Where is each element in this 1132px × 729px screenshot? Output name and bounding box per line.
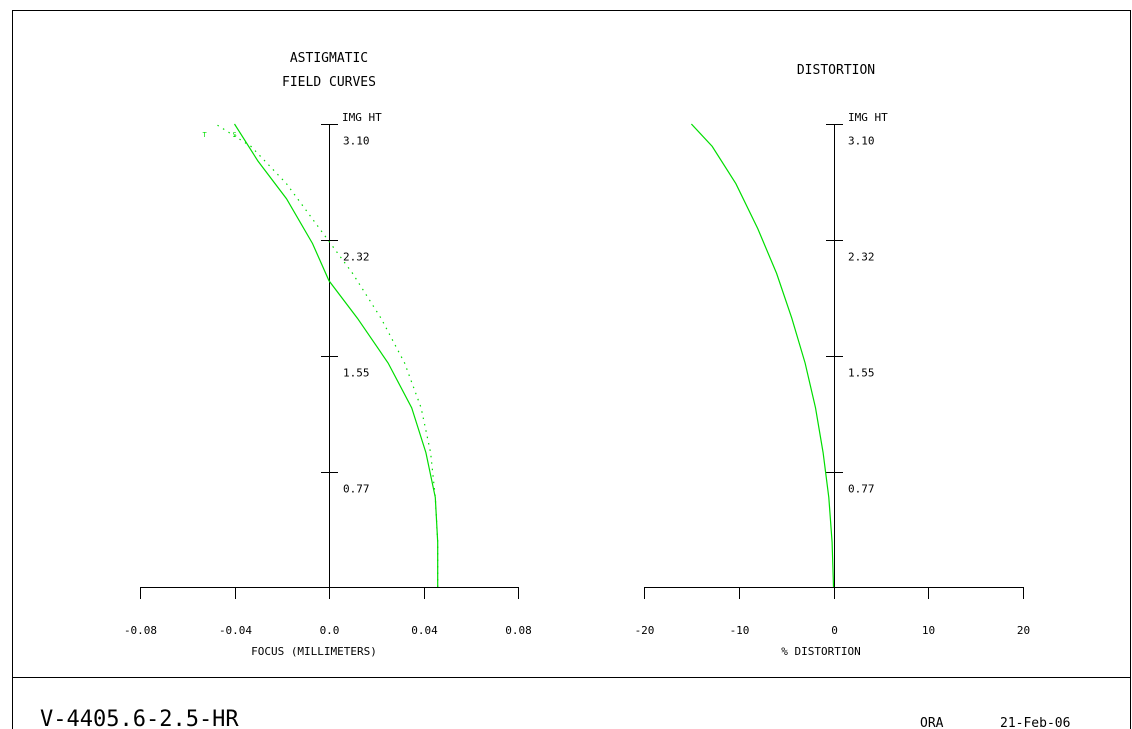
x-tick-label: -20	[635, 624, 655, 637]
curve-label-s: S	[233, 131, 237, 139]
report-date: 21-Feb-06	[1000, 716, 1070, 729]
y-tick-label: 1.55	[343, 367, 370, 380]
x-tick-label: -0.04	[219, 624, 252, 637]
x-tick-label: 10	[922, 624, 935, 637]
y-axis-label: IMG HT	[342, 111, 382, 124]
design-name: V-4405.6-2.5-HR	[40, 707, 239, 729]
y-tick-label: 3.10	[343, 135, 370, 148]
curve-label-t: T	[203, 131, 208, 139]
y-axis-label: IMG HT	[848, 111, 888, 124]
y-tick-label: 3.10	[848, 135, 875, 148]
x-tick-label: -10	[730, 624, 750, 637]
chart-title-line-2: FIELD CURVES	[282, 75, 376, 90]
x-tick-label: 0.08	[505, 624, 532, 637]
chart-title-line-1: ASTIGMATIC	[290, 51, 368, 66]
x-tick-label: 0.04	[411, 624, 438, 637]
y-tick-label: 1.55	[848, 367, 875, 380]
chart-title: DISTORTION	[797, 63, 875, 78]
y-tick-label: 0.77	[343, 483, 370, 496]
x-axis-label: % DISTORTION	[781, 645, 860, 658]
x-tick-label: 20	[1017, 624, 1030, 637]
outer-border	[12, 10, 1131, 729]
x-axis-label: FOCUS (MILLIMETERS)	[251, 645, 377, 658]
series-curve-t	[233, 123, 439, 587]
y-tick-label: 0.77	[848, 483, 875, 496]
company-name: ORA	[920, 716, 944, 729]
x-tick-label: 0	[831, 624, 838, 637]
y-tick-label: 2.32	[848, 251, 875, 264]
astigmatic-field-curves-chart: ASTIGMATIC FIELD CURVES IMG HT FOCUS (MI…	[124, 51, 532, 658]
distortion-chart: DISTORTION IMG HT % DISTORTION -20 -10 0 10…	[635, 63, 1031, 658]
y-tick-label: 2.32	[343, 251, 370, 264]
x-tick-label: 0.0	[320, 624, 340, 637]
x-tick-label: -0.08	[124, 624, 157, 637]
series-curve-s	[215, 123, 439, 587]
series-curve-0	[690, 123, 835, 588]
